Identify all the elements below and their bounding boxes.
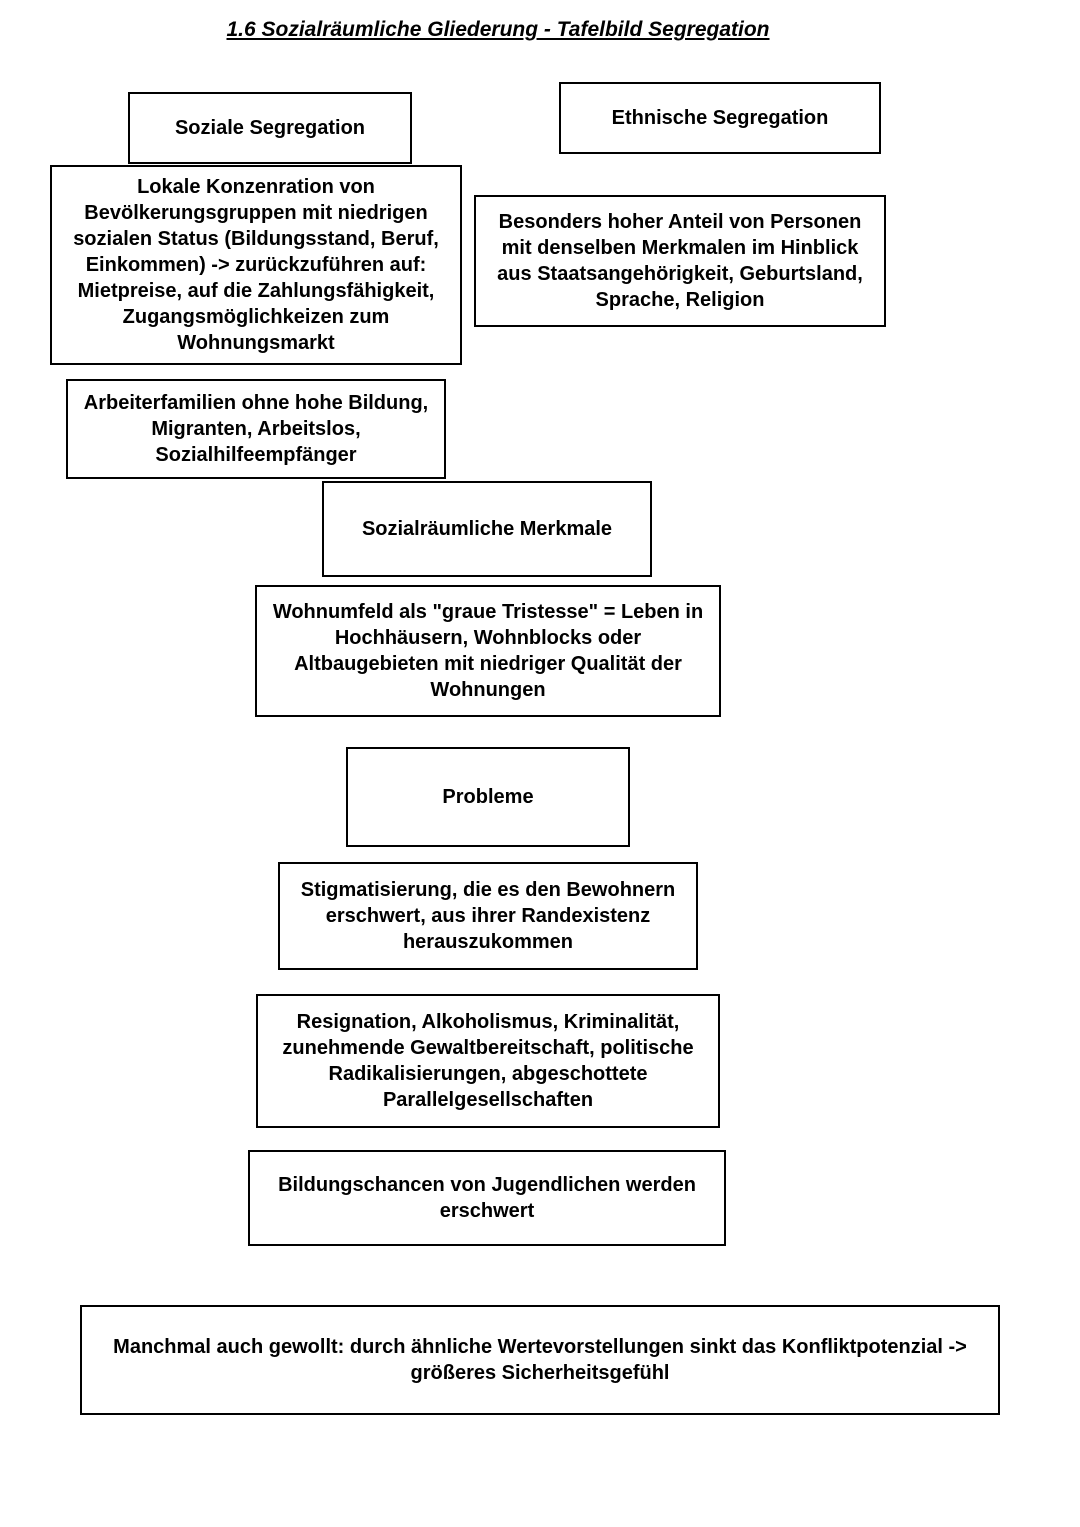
node-resignation: Resignation, Alkoholismus, Kriminalität,… bbox=[256, 994, 720, 1128]
node-bildungschancen: Bildungschancen von Jugendlichen werden … bbox=[248, 1150, 726, 1246]
node-sozialraeumliche: Sozialräumliche Merkmale bbox=[322, 481, 652, 577]
node-stigmatisierung: Stigmatisierung, die es den Bewohnern er… bbox=[278, 862, 698, 970]
node-ethnische-segregation: Ethnische Segregation bbox=[559, 82, 881, 154]
node-probleme: Probleme bbox=[346, 747, 630, 847]
node-gewollt: Manchmal auch gewollt: durch ähnliche We… bbox=[80, 1305, 1000, 1415]
page-title: 1.6 Sozialräumliche Gliederung - Tafelbi… bbox=[218, 18, 778, 42]
diagram-canvas: 1.6 Sozialräumliche Gliederung - Tafelbi… bbox=[0, 0, 1080, 1527]
node-ethnische-definition: Besonders hoher Anteil von Personen mit … bbox=[474, 195, 886, 327]
node-soziale-segregation: Soziale Segregation bbox=[128, 92, 412, 164]
node-beispiele: Arbeiterfamilien ohne hohe Bildung, Migr… bbox=[66, 379, 446, 479]
node-wohnumfeld: Wohnumfeld als "graue Tristesse" = Leben… bbox=[255, 585, 721, 717]
node-soziale-definition: Lokale Konzenration von Bevölkerungsgrup… bbox=[50, 165, 462, 365]
